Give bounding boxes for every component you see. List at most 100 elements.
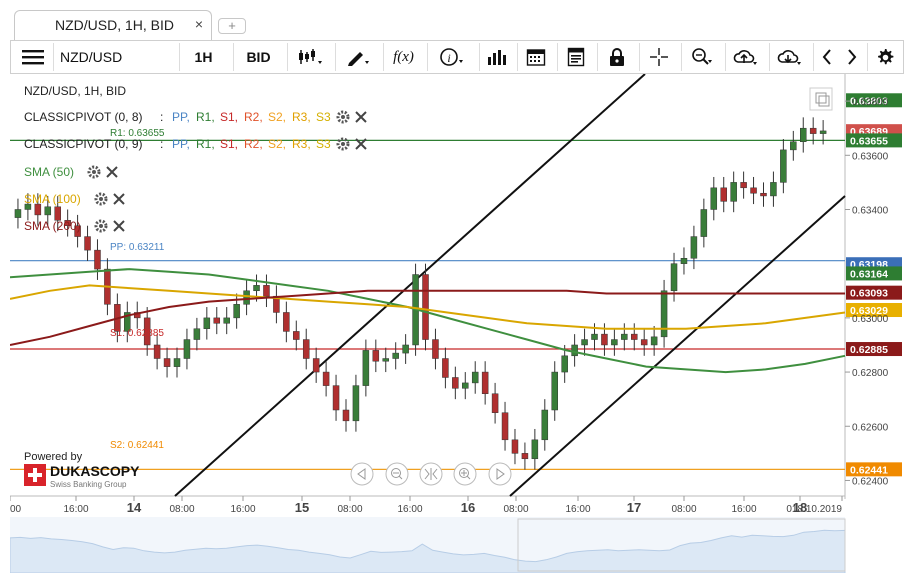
scroll-left-button[interactable] [813,43,839,71]
candle [640,328,648,356]
candle [800,117,807,153]
pivot-name: CLASSICPIVOT (0, 9) [24,137,142,151]
zoom-button[interactable] [681,43,721,71]
gear-icon[interactable] [336,110,350,124]
candle-body [312,358,320,373]
candle-body [541,409,549,441]
candle [700,198,708,248]
candle [780,139,787,194]
side-select[interactable]: BID [233,43,283,71]
candle-body [640,339,648,346]
candle [342,399,350,432]
candle-body [521,453,529,460]
candle-body [690,236,698,259]
gear-icon[interactable] [94,192,108,206]
report-button[interactable] [557,43,593,71]
chart-area[interactable]: 0.63803 0.63689 0.63655 0.63198 0.63164 0.630… [9,73,910,574]
candle [322,361,330,397]
instrument-select[interactable]: NZD/USD [53,43,173,71]
candle-body [650,336,658,346]
lock-button[interactable] [597,43,635,71]
price-badge: 0.63803 [846,93,902,108]
candle-body [193,328,201,340]
candle-body [54,206,61,221]
x-tick-label: 16:00 [230,504,255,515]
indicators-button[interactable]: f(x) [383,43,423,71]
price-badge-label: 0.63655 [850,135,888,147]
candle-body [750,187,757,194]
candle-body [362,350,370,386]
trend-channel [174,73,846,497]
gear-icon[interactable] [87,165,101,179]
pivot-level-label: S2, [268,110,286,124]
candle [511,428,519,465]
close-icon[interactable] [106,166,118,178]
close-icon[interactable] [355,138,367,150]
info-button[interactable]: i [427,43,475,71]
chart-tab[interactable]: NZD/USD, 1H, BID × [14,10,212,40]
candle [551,361,558,421]
menu-icon[interactable] [15,43,51,71]
y-tick-label: 0.62800 [852,368,889,379]
legend-sma-3: SMA (200) [24,219,125,233]
x-tick-label: 018.10.2019 [786,504,842,515]
navigator[interactable] [9,517,846,574]
price-badge-label: 0.63029 [850,305,888,317]
candle-body [392,352,399,359]
upload-button[interactable] [725,43,765,71]
fx-label: f(x) [393,48,414,65]
x-tick-label: 16 [461,500,475,515]
gear-icon[interactable] [336,137,350,151]
candle [372,339,380,373]
close-icon[interactable]: × [194,16,203,32]
pivot-level-label: R3, [292,110,311,124]
candle-body [24,203,32,210]
svg-text:DUKASCOPY: DUKASCOPY [50,463,140,479]
candle [422,263,429,351]
candle-body [531,439,539,460]
candle [442,347,449,389]
candle-body [660,290,668,338]
chart-navigation[interactable] [350,462,512,486]
legend-pivot-2: CLASSICPIVOT (0, 9): PP, R1, S1, R2, S2, R3, S3 [24,137,367,151]
candle [223,307,230,335]
close-icon[interactable] [355,111,367,123]
candle-body [124,312,131,332]
candle-body [283,312,290,332]
x-tick-label: 08:00 [337,504,362,515]
candles-icon [298,49,322,64]
candle [352,374,360,432]
x-ticks: 00 16:00 14 08:00 16:00 15 08:00 16:00 16 08:00 16… [9,496,843,515]
close-icon[interactable] [113,220,125,232]
x-tick-label: 14 [127,500,142,515]
download-button[interactable] [769,43,809,71]
pivot-level-label: PP, [172,110,190,124]
candle [44,195,52,226]
zoom-in-icon [453,462,477,486]
y-tick-label: 0.62600 [852,422,889,433]
x-tick-label: 08:00 [169,504,194,515]
pivot-level-label: PP, [172,137,190,151]
channel-upper-line [174,73,646,497]
calendar-button[interactable] [517,43,553,71]
period-select[interactable]: 1H [179,43,227,71]
candle-body [770,182,777,197]
price-badge-label: 0.63093 [850,288,888,300]
candle-body [790,141,797,151]
crosshair-button[interactable] [639,43,677,71]
fullscreen-icon[interactable] [809,87,833,111]
draw-tool-button[interactable] [335,43,379,71]
chart-type-button[interactable] [287,43,331,71]
candle-body [740,182,747,189]
settings-button[interactable] [867,43,901,71]
candle [710,176,718,221]
scroll-right-button[interactable] [839,43,865,71]
price-chart[interactable]: 0.638030.636890.636550.631980.631640.630… [9,73,910,574]
close-icon[interactable] [113,193,125,205]
x-tick-label: 08:00 [671,504,696,515]
gear-icon[interactable] [94,219,108,233]
candle [819,120,827,145]
chart-style-button[interactable] [479,43,513,71]
new-tab-button[interactable]: + [218,18,246,34]
candle-body [382,358,389,362]
